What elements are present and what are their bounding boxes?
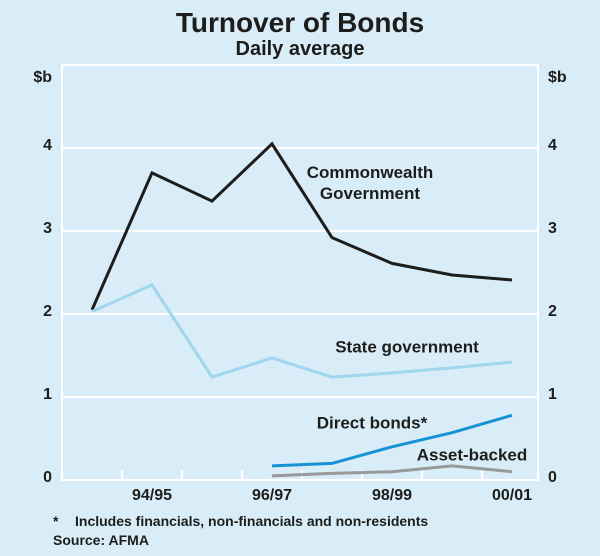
y-right-tick-label-2: 2 — [548, 303, 557, 320]
series-line-commonwealth-government — [90, 141, 513, 311]
y-right-tick-label-0: 0 — [548, 469, 557, 486]
chart-title: Turnover of Bonds — [175, 7, 425, 38]
footnote-marker: * — [53, 513, 59, 529]
y-axis-unit-right: $b — [548, 69, 567, 86]
y-left-tick-label-1: 1 — [43, 386, 52, 403]
source-note: Source: AFMA — [53, 532, 149, 548]
y-right-tick-label-3: 3 — [548, 220, 557, 237]
series-line-asset-backed — [271, 464, 513, 478]
x-tick-label-94-95: 94/95 — [131, 487, 173, 504]
footnote: * Includes financials, non-financials and… — [53, 513, 428, 529]
y-axis-unit-left: $b — [33, 69, 52, 86]
series-label-asset-backed: Asset-backed — [416, 445, 528, 465]
x-tick-label-00-01: 00/01 — [491, 487, 533, 504]
series-label-direct-bonds: Direct bonds* — [316, 413, 428, 433]
plot-area — [61, 64, 539, 481]
x-tick-label-98-99: 98/99 — [371, 487, 413, 504]
chart-subtitle: Daily average — [235, 38, 365, 60]
y-right-tick-label-1: 1 — [548, 386, 557, 403]
x-tick-label-96-97: 96/97 — [251, 487, 293, 504]
y-right-tick-label-4: 4 — [548, 137, 557, 154]
series-line-direct-bonds — [271, 413, 513, 468]
footnote-text: Includes financials, non-financials and … — [75, 513, 429, 529]
series-label-commonwealth-government: Commonwealth Government — [306, 163, 434, 203]
plot-border — [61, 64, 539, 481]
series-label-state-government: State government — [335, 337, 479, 357]
y-left-tick-label-2: 2 — [43, 303, 52, 320]
y-left-tick-label-3: 3 — [43, 220, 52, 237]
y-left-tick-label-4: 4 — [43, 137, 52, 154]
y-left-tick-label-0: 0 — [43, 469, 52, 486]
series-line-state-government — [91, 283, 513, 379]
